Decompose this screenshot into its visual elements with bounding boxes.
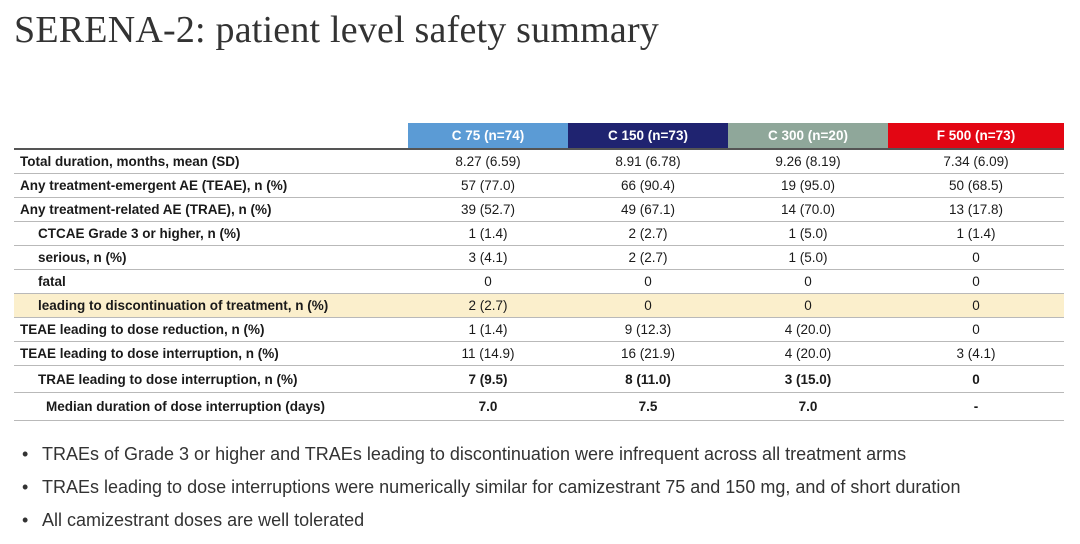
cell-value: 50 (68.5) — [888, 173, 1064, 198]
cell-value: 9 (12.3) — [568, 317, 728, 342]
cell-value: 39 (52.7) — [408, 197, 568, 222]
cell-value: 9.26 (8.19) — [728, 148, 888, 174]
row-label: CTCAE Grade 3 or higher, n (%) — [14, 221, 408, 246]
table-row: TEAE leading to dose reduction, n (%) 1 … — [14, 317, 1064, 342]
cell-value: 0 — [888, 245, 1064, 270]
bullet-text: All camizestrant doses are well tolerate… — [42, 510, 365, 530]
row-label: Total duration, months, mean (SD) — [14, 148, 408, 174]
row-label: Any treatment-emergent AE (TEAE), n (%) — [14, 173, 408, 198]
header-blank-cell — [14, 123, 408, 149]
cell-value: 0 — [728, 269, 888, 294]
row-label: fatal — [14, 269, 408, 294]
list-item: • TRAEs of Grade 3 or higher and TRAEs le… — [22, 438, 960, 471]
table-row: Median duration of dose interruption (da… — [14, 392, 1064, 421]
cell-value: 7.0 — [728, 392, 888, 421]
cell-value: 7.0 — [408, 392, 568, 421]
row-label: Any treatment-related AE (TRAE), n (%) — [14, 197, 408, 222]
cell-value: 1 (5.0) — [728, 245, 888, 270]
table-row: Any treatment-related AE (TRAE), n (%) 3… — [14, 197, 1064, 222]
table-row: TEAE leading to dose interruption, n (%)… — [14, 341, 1064, 366]
table-row: Total duration, months, mean (SD) 8.27 (… — [14, 148, 1064, 174]
cell-value: 1 (1.4) — [888, 221, 1064, 246]
key-findings-list: • TRAEs of Grade 3 or higher and TRAEs le… — [22, 438, 960, 537]
header-arm-f500: F 500 (n=73) — [888, 123, 1064, 149]
cell-value: 66 (90.4) — [568, 173, 728, 198]
cell-value: 7 (9.5) — [408, 365, 568, 393]
cell-value: 0 — [888, 269, 1064, 294]
bullet-text: TRAEs leading to dose interruptions were… — [42, 477, 961, 497]
cell-value: 0 — [568, 269, 728, 294]
cell-value: 1 (1.4) — [408, 317, 568, 342]
cell-value: 11 (14.9) — [408, 341, 568, 366]
cell-value: 0 — [888, 365, 1064, 393]
row-label: Median duration of dose interruption (da… — [14, 392, 408, 421]
table-row: CTCAE Grade 3 or higher, n (%) 1 (1.4) 2… — [14, 221, 1064, 246]
bullet-icon: • — [22, 477, 29, 497]
cell-value: 2 (2.7) — [568, 245, 728, 270]
cell-value: 3 (4.1) — [888, 341, 1064, 366]
safety-summary-table: C 75 (n=74) C 150 (n=73) C 300 (n=20) F … — [14, 123, 1064, 421]
cell-value: 8 (11.0) — [568, 365, 728, 393]
cell-value: 3 (4.1) — [408, 245, 568, 270]
cell-value: - — [888, 392, 1064, 421]
cell-value: 0 — [568, 293, 728, 318]
page-title: SERENA-2: patient level safety summary — [14, 9, 660, 51]
cell-value: 2 (2.7) — [568, 221, 728, 246]
list-item: • All camizestrant doses are well tolerat… — [22, 504, 960, 537]
table-row: fatal 0 0 0 0 — [14, 269, 1064, 294]
bullet-icon: • — [22, 510, 29, 530]
row-label: TRAE leading to dose interruption, n (%) — [14, 365, 408, 393]
cell-value: 4 (20.0) — [728, 341, 888, 366]
table-row: Any treatment-emergent AE (TEAE), n (%) … — [14, 173, 1064, 198]
cell-value: 1 (1.4) — [408, 221, 568, 246]
cell-value: 0 — [408, 269, 568, 294]
cell-value: 0 — [888, 317, 1064, 342]
cell-value: 57 (77.0) — [408, 173, 568, 198]
table-row: serious, n (%) 3 (4.1) 2 (2.7) 1 (5.0) 0 — [14, 245, 1064, 270]
cell-value: 1 (5.0) — [728, 221, 888, 246]
bullet-icon: • — [22, 444, 29, 464]
bullet-text: TRAEs of Grade 3 or higher and TRAEs lea… — [42, 444, 907, 464]
cell-value: 0 — [888, 293, 1064, 318]
row-label: serious, n (%) — [14, 245, 408, 270]
table-row: TRAE leading to dose interruption, n (%)… — [14, 365, 1064, 393]
cell-value: 8.91 (6.78) — [568, 148, 728, 174]
cell-value: 0 — [728, 293, 888, 318]
row-label: TEAE leading to dose reduction, n (%) — [14, 317, 408, 342]
cell-value: 7.5 — [568, 392, 728, 421]
table-header-row: C 75 (n=74) C 150 (n=73) C 300 (n=20) F … — [14, 123, 1064, 149]
cell-value: 8.27 (6.59) — [408, 148, 568, 174]
header-arm-c300: C 300 (n=20) — [728, 123, 888, 149]
cell-value: 7.34 (6.09) — [888, 148, 1064, 174]
header-arm-c75: C 75 (n=74) — [408, 123, 568, 149]
cell-value: 2 (2.7) — [408, 293, 568, 318]
cell-value: 13 (17.8) — [888, 197, 1064, 222]
cell-value: 14 (70.0) — [728, 197, 888, 222]
cell-value: 16 (21.9) — [568, 341, 728, 366]
cell-value: 4 (20.0) — [728, 317, 888, 342]
header-arm-c150: C 150 (n=73) — [568, 123, 728, 149]
table-row-highlighted: leading to discontinuation of treatment,… — [14, 293, 1064, 318]
cell-value: 19 (95.0) — [728, 173, 888, 198]
list-item: • TRAEs leading to dose interruptions wer… — [22, 471, 960, 504]
cell-value: 3 (15.0) — [728, 365, 888, 393]
cell-value: 49 (67.1) — [568, 197, 728, 222]
row-label: leading to discontinuation of treatment,… — [14, 293, 408, 318]
row-label: TEAE leading to dose interruption, n (%) — [14, 341, 408, 366]
